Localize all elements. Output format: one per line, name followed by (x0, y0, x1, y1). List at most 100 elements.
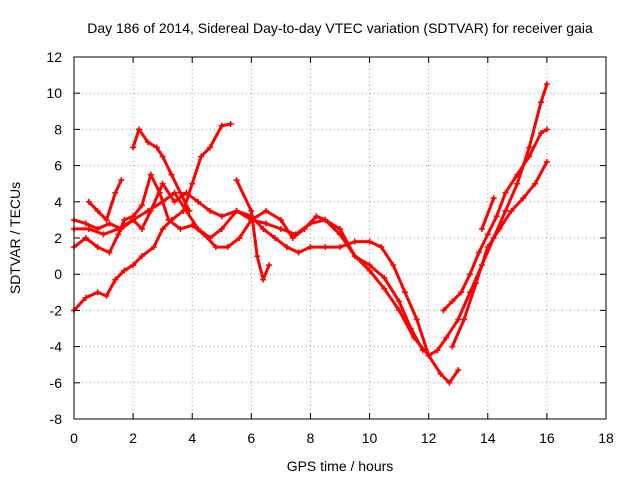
data-point (224, 244, 231, 251)
data-point (159, 198, 166, 205)
data-point (337, 244, 343, 251)
series-sat-h (434, 81, 550, 354)
data-point (130, 144, 137, 151)
y-tick-label: -8 (50, 411, 63, 427)
data-point (508, 207, 515, 214)
data-point (378, 244, 385, 251)
x-tick-label: 14 (480, 430, 496, 446)
data-point (366, 267, 373, 274)
data-point (94, 207, 101, 214)
data-point (121, 216, 128, 223)
data-point (263, 207, 270, 214)
y-tick-label: 0 (54, 266, 62, 282)
data-point (195, 198, 202, 205)
data-point (402, 289, 409, 296)
data-point (186, 207, 193, 214)
data-point (455, 316, 462, 323)
data-point (136, 126, 143, 133)
data-point (177, 189, 184, 196)
data-point (233, 177, 240, 184)
data-point (171, 198, 178, 205)
data-point (307, 220, 314, 227)
data-point (313, 213, 320, 220)
data-point (475, 249, 482, 256)
y-tick-label: 10 (46, 85, 62, 101)
data-point (289, 235, 296, 241)
data-point (413, 316, 420, 323)
data-point (351, 238, 358, 245)
x-tick-label: 6 (247, 430, 255, 446)
data-point (82, 294, 89, 301)
series-line (441, 127, 549, 312)
data-point (449, 298, 456, 305)
data-point (130, 262, 137, 269)
data-point (218, 225, 225, 232)
data-point (233, 207, 240, 214)
y-tick-label: -6 (50, 375, 63, 391)
y-tick-label: 2 (54, 230, 62, 246)
data-point (446, 379, 453, 386)
data-point (514, 180, 521, 187)
data-point (520, 195, 527, 202)
data-point (138, 225, 145, 232)
series-sat-e (130, 126, 193, 214)
data-point (537, 99, 544, 106)
data-point (94, 289, 101, 296)
data-point (484, 231, 491, 238)
data-point (153, 144, 160, 151)
x-tick-label: 4 (188, 430, 196, 446)
data-point (472, 280, 479, 287)
x-tick-label: 2 (129, 430, 137, 446)
series-sat-j (449, 158, 550, 350)
data-point (263, 220, 270, 227)
data-point (248, 207, 255, 214)
data-point (467, 271, 474, 278)
data-point (159, 180, 166, 187)
data-point (351, 253, 358, 260)
data-point (390, 262, 397, 269)
data-point (537, 130, 544, 137)
series-line (72, 173, 425, 352)
x-axis-label: GPS time / hours (287, 458, 394, 474)
data-point (295, 249, 302, 256)
data-point (198, 153, 205, 160)
data-point (493, 213, 500, 220)
series-sat-i (440, 126, 550, 314)
series-sat-g (233, 177, 273, 283)
data-point (112, 189, 119, 196)
series-line (87, 178, 123, 222)
series-line (131, 127, 191, 213)
data-point (478, 225, 485, 232)
data-point (218, 213, 225, 220)
data-point (543, 158, 550, 165)
data-point (94, 244, 101, 251)
data-point (82, 235, 89, 241)
data-point (410, 334, 417, 341)
series-sat-k (478, 195, 497, 232)
data-point (115, 225, 122, 232)
data-point (115, 231, 122, 238)
series-line (480, 196, 496, 231)
data-point (236, 235, 243, 241)
data-point (180, 207, 187, 214)
data-point (337, 225, 343, 232)
chart-title: Day 186 of 2014, Sidereal Day-to-day VTE… (87, 20, 593, 36)
x-tick-label: 18 (598, 430, 614, 446)
data-point (118, 177, 125, 184)
data-point (496, 225, 503, 232)
data-point (266, 262, 273, 269)
axis-ticks: 0 2 4 6 8 10 12 14 16 18 -8 -6 -4 -2 0 2 4 6 8 10 12 (46, 49, 614, 446)
data-point (381, 285, 388, 292)
data-point (434, 347, 441, 354)
data-point (425, 352, 432, 359)
data-point (144, 139, 151, 146)
data-point (106, 249, 113, 256)
data-point (322, 216, 329, 223)
data-point (85, 225, 92, 232)
data-point (455, 367, 462, 374)
data-point (189, 180, 196, 187)
y-tick-label: 4 (54, 194, 62, 210)
data-point (366, 238, 373, 245)
data-point (396, 298, 403, 305)
data-point (458, 289, 465, 296)
